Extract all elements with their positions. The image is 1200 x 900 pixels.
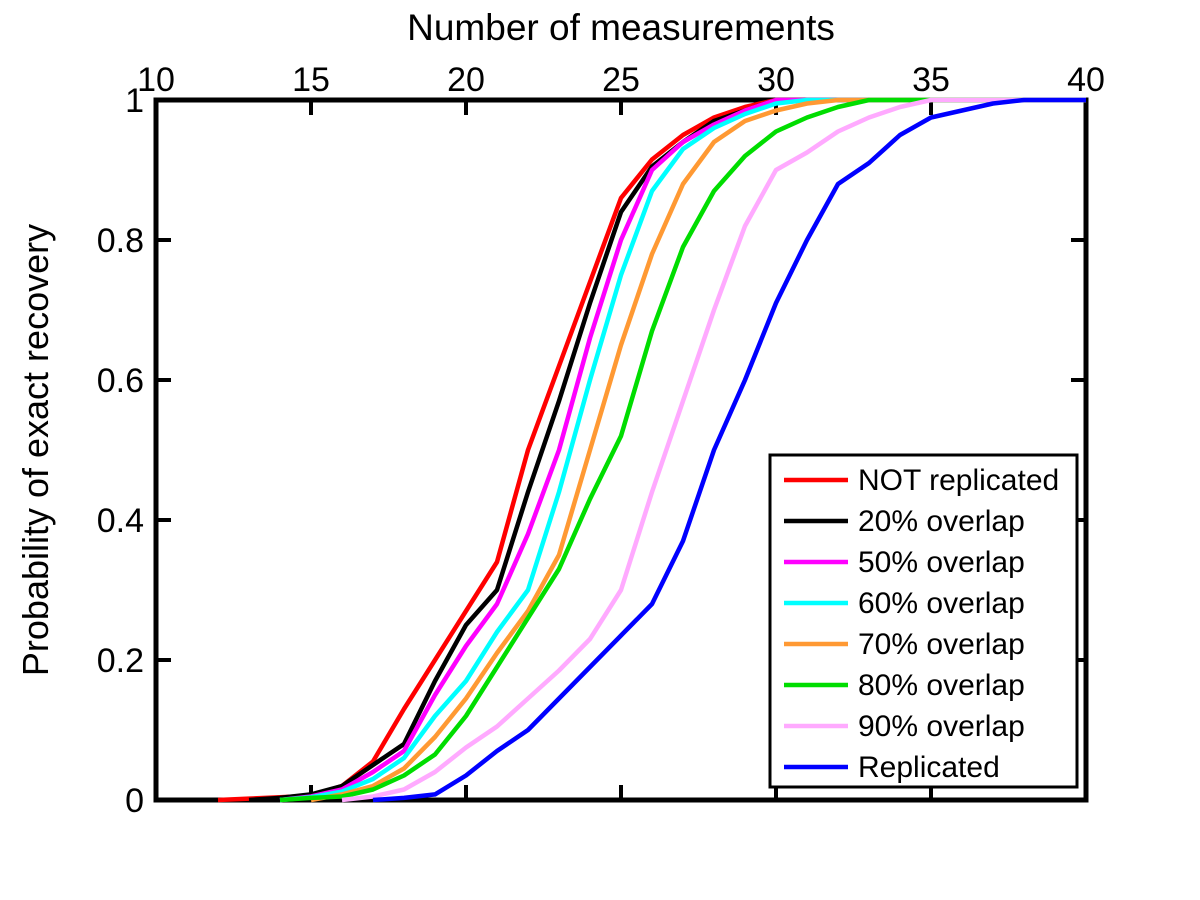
x-tick-label: 30 [757, 61, 795, 99]
legend-label: 50% overlap [858, 546, 1025, 579]
x-tick-label: 35 [912, 61, 950, 99]
legend-label: 20% overlap [858, 505, 1025, 538]
legend-label: 60% overlap [858, 587, 1025, 620]
plot-area: 10 15 20 25 30 35 40 0 0.2 0.4 0.6 0.8 1 [97, 61, 1105, 820]
legend-box [768, 453, 1079, 789]
y-tick-label: 0.8 [97, 222, 144, 260]
x-tick-label: 25 [602, 61, 640, 99]
y-axis-label: Probability of exact recovery [15, 224, 56, 676]
legend: NOT replicated 20% overlap 50% overlap 60% … [768, 453, 1079, 789]
y-tick-label: 1 [125, 82, 144, 120]
y-tick-label: 0.6 [97, 362, 144, 400]
y-tick-label: 0.4 [97, 502, 144, 540]
axes-box [153, 97, 1089, 803]
legend-label: Replicated [858, 751, 1000, 784]
x-tick-label: 20 [447, 61, 485, 99]
series-line-90-overlap [341, 97, 1086, 803]
legend-label: 80% overlap [858, 669, 1025, 702]
x-tick-label: 10 [137, 61, 175, 99]
legend-label: 90% overlap [858, 710, 1025, 743]
y-tick-label: 0 [125, 782, 144, 820]
x-tick-label: 40 [1067, 61, 1105, 99]
series-line-replicated [372, 97, 1086, 803]
legend-label: NOT replicated [858, 464, 1059, 497]
x-tick-label: 15 [292, 61, 330, 99]
chart-title: Number of measurements [407, 7, 835, 48]
legend-label: 70% overlap [858, 628, 1025, 661]
y-tick-label: 0.2 [97, 642, 144, 680]
